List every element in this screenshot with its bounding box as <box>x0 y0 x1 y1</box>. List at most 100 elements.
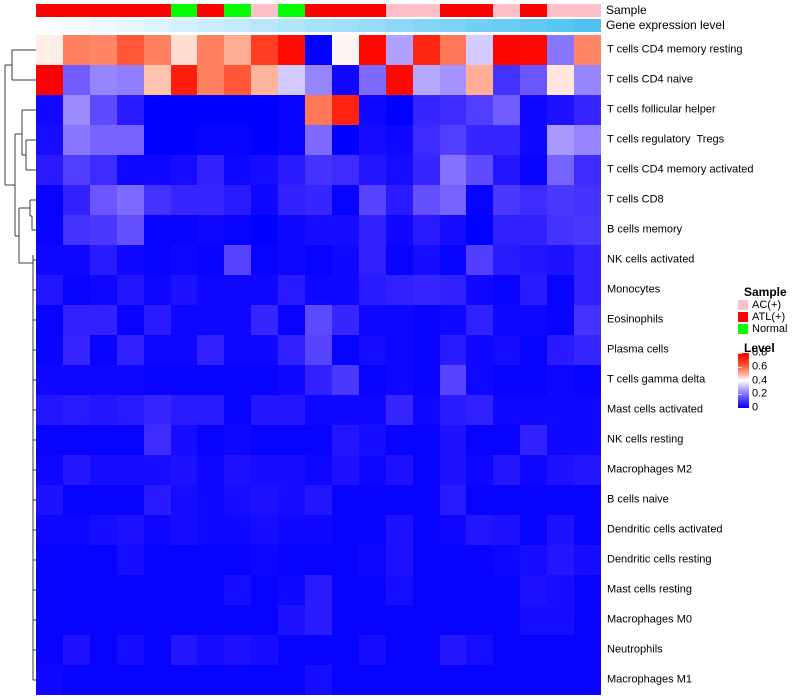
heatmap-cell <box>143 95 171 125</box>
heatmap-cell <box>412 365 440 395</box>
heatmap-cell <box>547 665 575 695</box>
heatmap-cell <box>143 305 171 335</box>
heatmap-cell <box>358 515 386 545</box>
heatmap-cell <box>385 275 413 305</box>
heatmap-cell <box>251 95 279 125</box>
sample-annotation-cell <box>385 4 413 17</box>
heatmap-cell <box>278 155 306 185</box>
heatmap-cell <box>116 275 144 305</box>
heatmap-cell <box>493 95 521 125</box>
row-label: Macrophages M2 <box>607 463 692 476</box>
heatmap-cell <box>224 635 252 665</box>
gene-expression-annotation-cell <box>439 19 467 32</box>
sample-annotation-label: Sample <box>606 3 647 17</box>
heatmap-cell <box>385 95 413 125</box>
heatmap-cell <box>520 575 548 605</box>
heatmap-cell <box>89 65 117 95</box>
heatmap-cell <box>170 455 198 485</box>
heatmap-cell <box>520 65 548 95</box>
heatmap-cell <box>251 665 279 695</box>
heatmap-cell <box>62 665 90 695</box>
heatmap-cell <box>466 545 494 575</box>
row-label: T cells CD4 memory activated <box>607 163 754 176</box>
heatmap-cell <box>493 605 521 635</box>
heatmap-cell <box>62 335 90 365</box>
heatmap-cell <box>62 515 90 545</box>
heatmap-cell <box>89 305 117 335</box>
heatmap-cell <box>547 365 575 395</box>
heatmap-cell <box>116 545 144 575</box>
heatmap-cell <box>412 185 440 215</box>
heatmap-cell <box>331 545 359 575</box>
heatmap-cell <box>143 395 171 425</box>
heatmap-cell <box>62 455 90 485</box>
row-label: NK cells activated <box>607 253 695 266</box>
heatmap-cell <box>278 425 306 455</box>
heatmap-cell <box>305 455 332 485</box>
heatmap-cell <box>574 605 601 635</box>
heatmap-cell <box>305 575 332 605</box>
legend-entry-label: ATL(+) <box>752 311 786 323</box>
heatmap-cell <box>62 635 90 665</box>
heatmap-cell <box>574 455 601 485</box>
heatmap-cell <box>439 65 467 95</box>
heatmap-cell <box>36 485 63 515</box>
heatmap-cell <box>36 275 63 305</box>
heatmap-cell <box>251 125 279 155</box>
heatmap-cell <box>331 275 359 305</box>
heatmap-cell <box>251 605 279 635</box>
heatmap-cell <box>170 425 198 455</box>
heatmap-cell <box>89 215 117 245</box>
heatmap-cell <box>412 605 440 635</box>
heatmap-cell <box>305 185 332 215</box>
heatmap-cell <box>224 365 252 395</box>
row-label: B cells naive <box>607 493 669 506</box>
heatmap-cell <box>385 335 413 365</box>
heatmap-cell <box>143 575 171 605</box>
heatmap-cell <box>36 545 63 575</box>
heatmap-cell <box>385 425 413 455</box>
heatmap-cell <box>116 575 144 605</box>
heatmap-cell <box>520 365 548 395</box>
heatmap-cell <box>251 335 279 365</box>
heatmap-cell <box>89 545 117 575</box>
gene-expression-annotation-bar <box>36 19 601 32</box>
heatmap-cell <box>358 365 386 395</box>
heatmap-cell <box>89 515 117 545</box>
heatmap-cell <box>89 155 117 185</box>
level-colorbar <box>738 353 749 408</box>
heatmap-cell <box>170 515 198 545</box>
heatmap-cell <box>305 215 332 245</box>
heatmap-cell <box>385 65 413 95</box>
heatmap-cell <box>358 575 386 605</box>
heatmap-cell <box>62 185 90 215</box>
heatmap-cell <box>62 575 90 605</box>
heatmap-cell <box>493 65 521 95</box>
heatmap-cell <box>224 485 252 515</box>
heatmap-cell <box>385 35 413 65</box>
heatmap-cell <box>224 605 252 635</box>
heatmap-cell <box>493 575 521 605</box>
heatmap-cell <box>358 665 386 695</box>
heatmap-cell <box>547 635 575 665</box>
heatmap-cell <box>89 575 117 605</box>
heatmap-cell <box>574 515 601 545</box>
heatmap-cell <box>439 305 467 335</box>
heatmap-cell <box>466 605 494 635</box>
gene-expression-annotation-label: Gene expression level <box>606 18 725 32</box>
heatmap-cell <box>62 155 90 185</box>
heatmap-cell <box>251 155 279 185</box>
heatmap-cell <box>251 215 279 245</box>
gene-expression-annotation-cell <box>493 19 521 32</box>
gene-expression-annotation-cell <box>331 19 359 32</box>
heatmap-cell <box>358 635 386 665</box>
heatmap-cell <box>62 245 90 275</box>
heatmap-cell <box>520 545 548 575</box>
heatmap-cell <box>574 575 601 605</box>
heatmap-cell <box>116 395 144 425</box>
heatmap-cell <box>358 485 386 515</box>
heatmap-cell <box>412 305 440 335</box>
row-label: T cells regulatory Tregs <box>607 133 725 146</box>
heatmap-cell <box>358 125 386 155</box>
heatmap-cell <box>412 65 440 95</box>
